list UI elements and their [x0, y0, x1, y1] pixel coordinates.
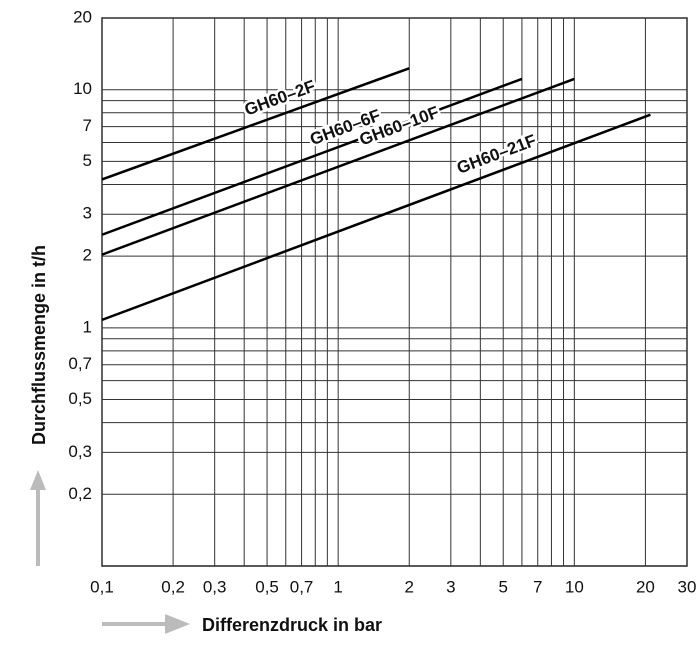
- y-tick-label: 0,7: [68, 354, 92, 373]
- x-tick-label: 7: [533, 577, 542, 596]
- x-tick-label: 0,2: [161, 577, 185, 596]
- y-tick-label: 0,5: [68, 389, 92, 408]
- y-tick-label: 20: [73, 7, 92, 26]
- y-axis-label: Durchflussmenge in t/h: [29, 245, 49, 445]
- y-tick-label: 0,3: [68, 442, 92, 461]
- y-tick-label: 3: [83, 204, 92, 223]
- series-label: GH60–21F: [454, 131, 539, 178]
- y-arrow-shaft: [36, 488, 40, 566]
- series-line: [101, 77, 523, 236]
- x-arrow-head: [165, 614, 190, 634]
- x-arrow-shaft: [102, 622, 167, 626]
- x-tick-label: 5: [498, 577, 507, 596]
- x-tick-label: 30: [678, 577, 697, 596]
- x-tick-label: 10: [565, 577, 584, 596]
- y-tick-label: 7: [83, 116, 92, 135]
- y-tick-label: 1: [83, 317, 92, 336]
- x-tick-label: 2: [405, 577, 414, 596]
- x-tick-label: 20: [636, 577, 655, 596]
- x-tick-label: 0,7: [290, 577, 314, 596]
- x-tick-label: 3: [446, 577, 455, 596]
- y-tick-label: 2: [83, 246, 92, 265]
- series-line: [101, 67, 410, 181]
- y-arrow-head: [30, 470, 46, 490]
- y-tick-label: 5: [83, 151, 92, 170]
- series-line: [101, 77, 575, 256]
- y-tick-label: 0,2: [68, 484, 92, 503]
- x-tick-label: 0,5: [255, 577, 279, 596]
- x-tick-label: 1: [333, 577, 342, 596]
- x-axis-label: Differenzdruck in bar: [202, 615, 382, 635]
- y-tick-label: 10: [73, 79, 92, 98]
- x-tick-label: 0,1: [90, 577, 114, 596]
- series-line: [101, 113, 651, 322]
- x-tick-label: 0,3: [203, 577, 227, 596]
